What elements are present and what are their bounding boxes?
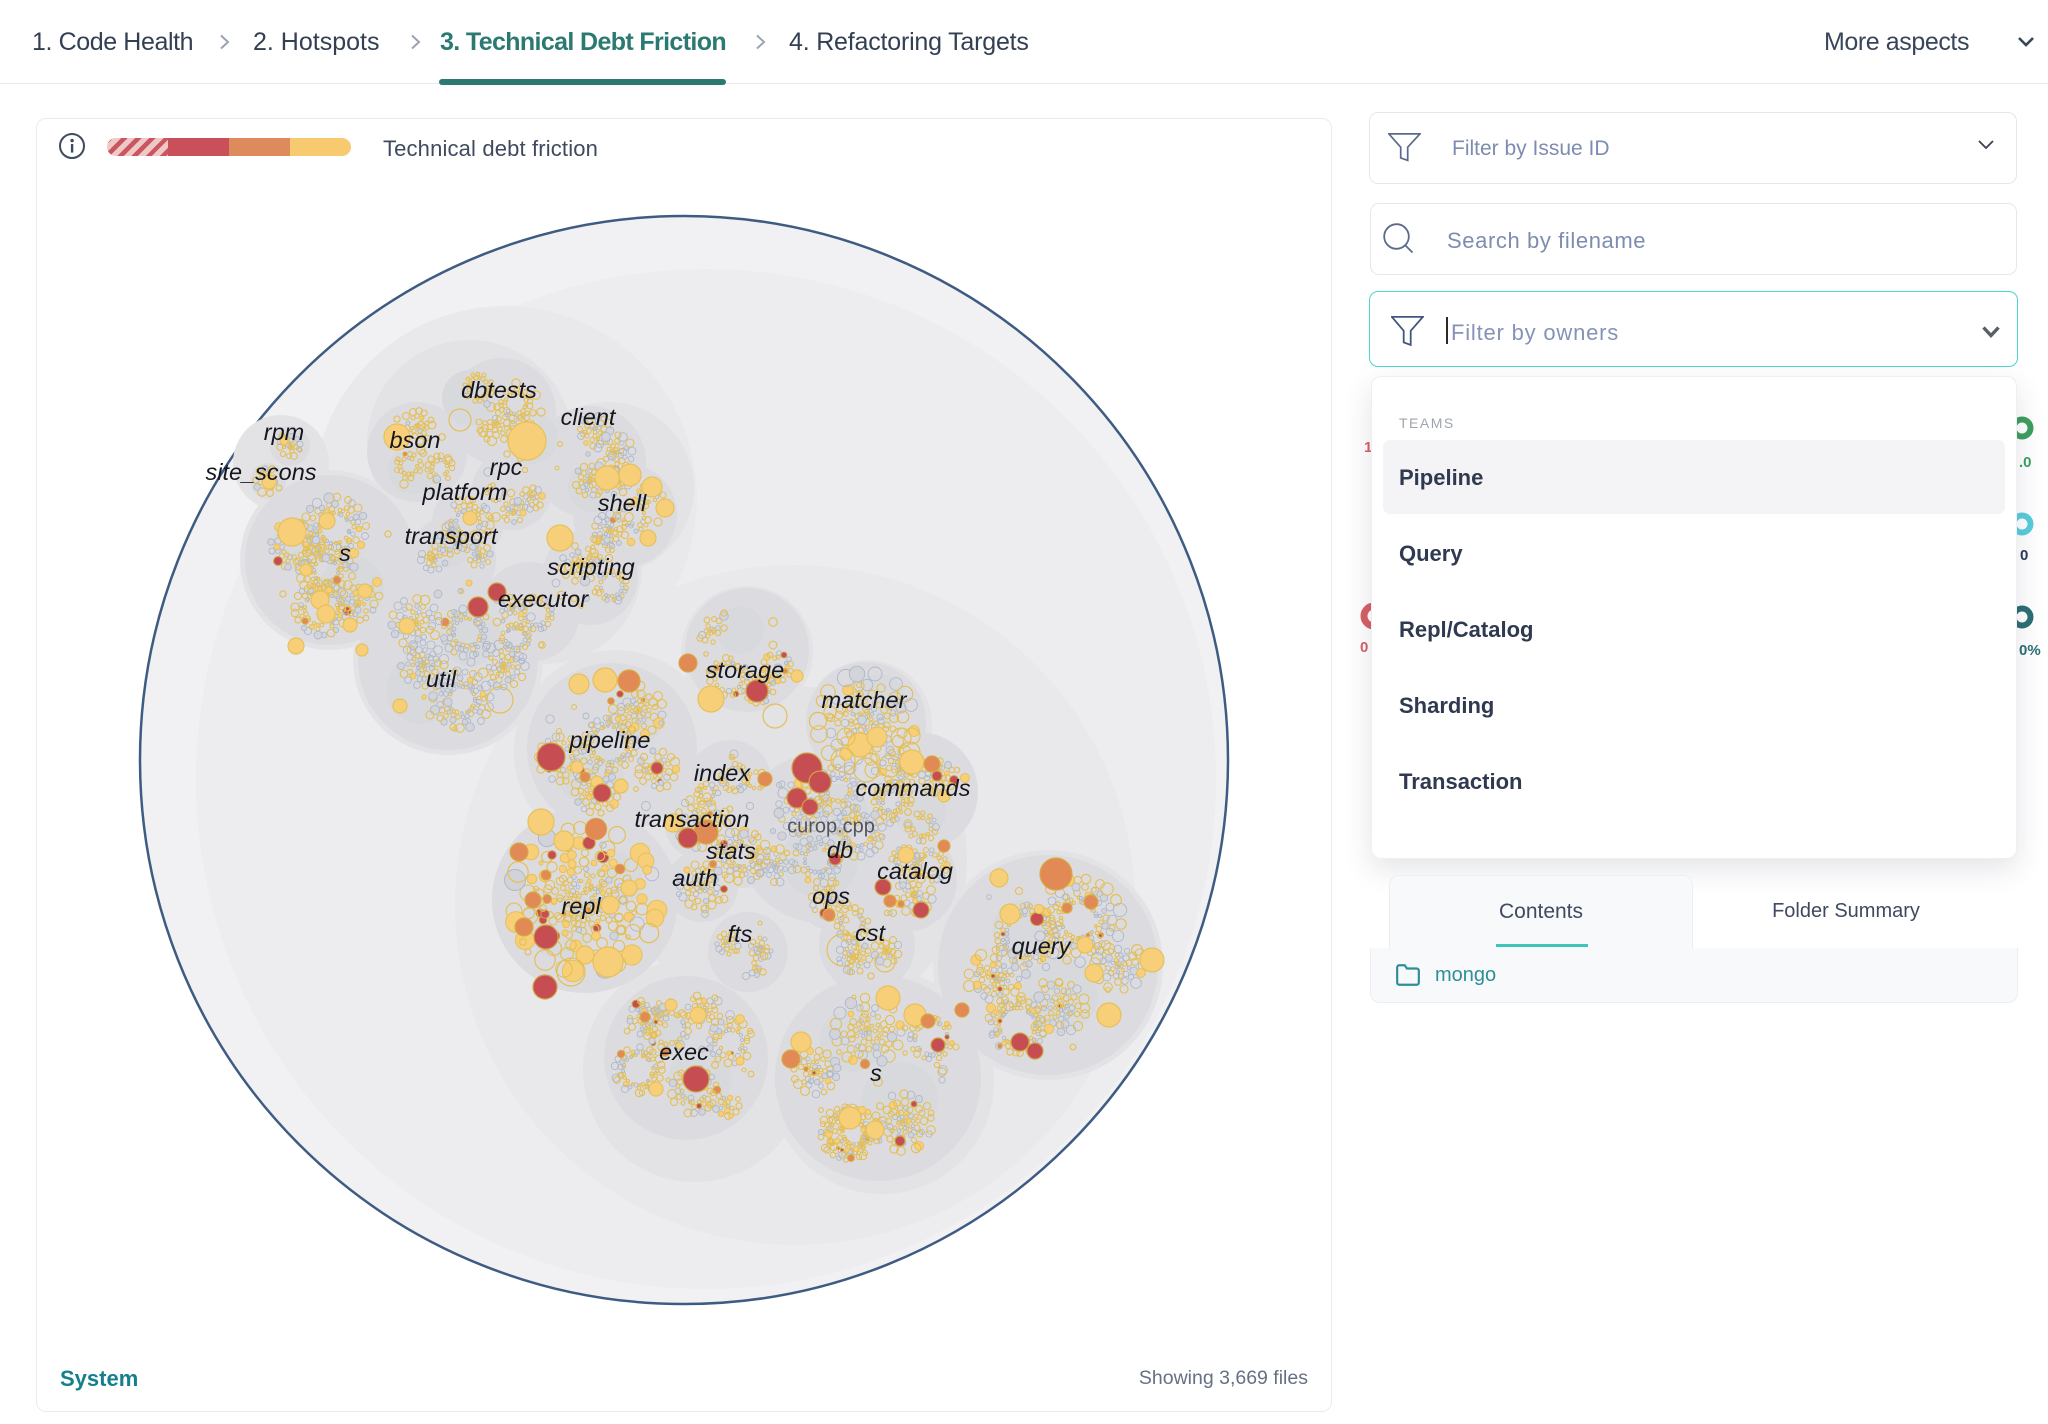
svg-text:index: index xyxy=(694,760,751,786)
svg-text:executor: executor xyxy=(498,586,589,612)
svg-text:exec: exec xyxy=(659,1039,709,1065)
svg-text:.0: .0 xyxy=(2019,454,2032,471)
svg-text:repl: repl xyxy=(561,893,601,919)
svg-text:rpm: rpm xyxy=(264,419,304,445)
svg-text:pipeline: pipeline xyxy=(568,727,650,753)
svg-text:storage: storage xyxy=(706,657,784,683)
svg-text:s: s xyxy=(339,540,351,566)
svg-text:fts: fts xyxy=(728,921,753,947)
svg-text:curop.cpp: curop.cpp xyxy=(787,815,875,837)
svg-text:bson: bson xyxy=(390,427,441,453)
svg-text:client: client xyxy=(561,404,617,430)
svg-text:dbtests: dbtests xyxy=(461,377,537,403)
svg-text:commands: commands xyxy=(856,775,971,801)
svg-text:db: db xyxy=(827,837,853,863)
svg-text:matcher: matcher xyxy=(822,687,908,713)
svg-text:query: query xyxy=(1012,933,1072,959)
svg-text:platform: platform xyxy=(422,479,508,505)
svg-text:catalog: catalog xyxy=(877,858,953,884)
svg-text:0: 0 xyxy=(1360,639,1368,656)
svg-text:auth: auth xyxy=(672,865,718,891)
svg-text:rpc: rpc xyxy=(490,454,523,480)
svg-text:cst: cst xyxy=(855,920,887,946)
svg-text:transport: transport xyxy=(405,523,499,549)
svg-text:shell: shell xyxy=(598,490,647,516)
svg-text:scripting: scripting xyxy=(547,554,635,580)
svg-text:transaction: transaction xyxy=(635,806,750,832)
svg-text:stats: stats xyxy=(706,838,756,864)
svg-text:site_scons: site_scons xyxy=(205,459,316,485)
svg-text:0: 0 xyxy=(2020,547,2028,564)
svg-text:ops: ops xyxy=(812,883,850,909)
svg-text:s: s xyxy=(870,1060,882,1086)
svg-text:util: util xyxy=(426,666,457,692)
svg-text:0%: 0% xyxy=(2019,642,2041,659)
